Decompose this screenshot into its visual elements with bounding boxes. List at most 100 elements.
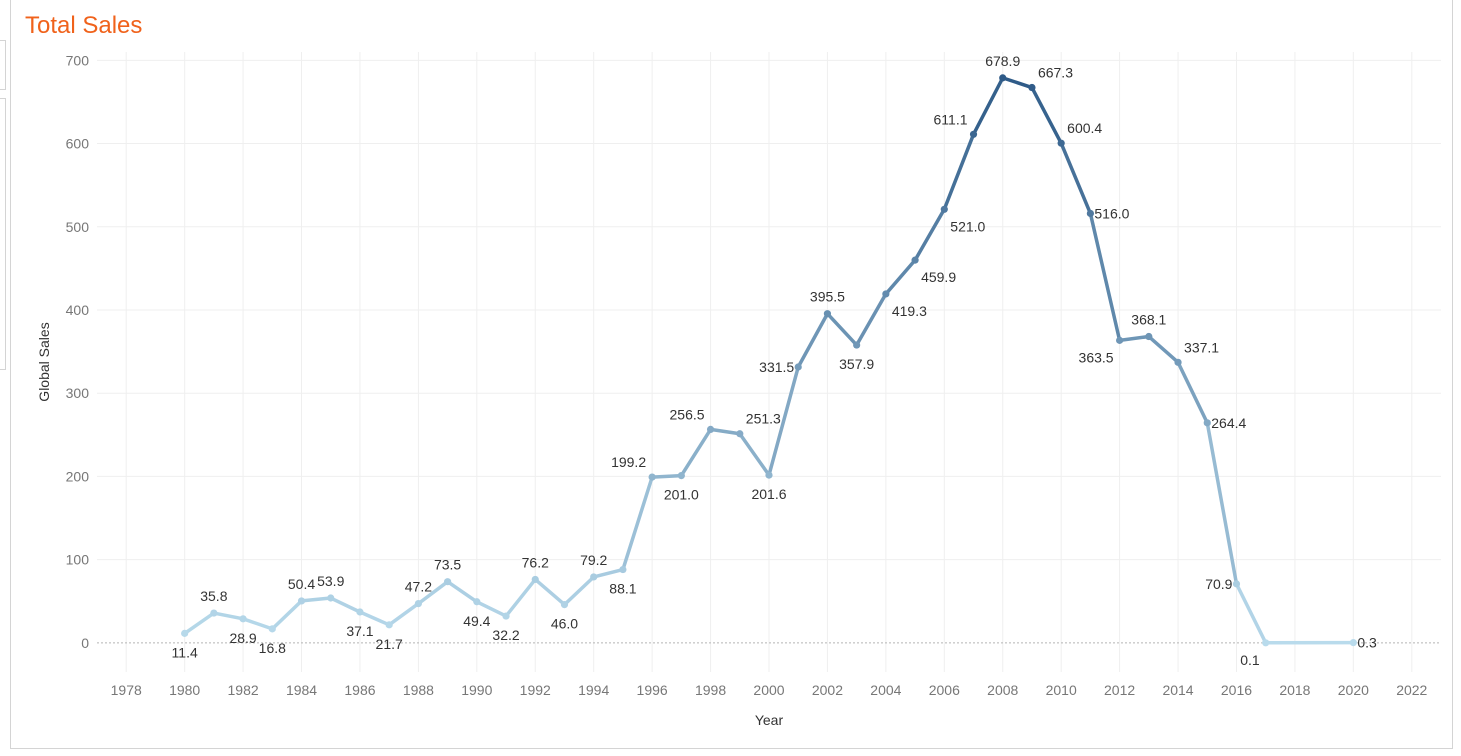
- x-axis-title: Year: [755, 712, 784, 728]
- line-segment: [1030, 85, 1063, 145]
- data-point: [1057, 139, 1065, 147]
- line-segment: [767, 365, 800, 477]
- y-tick-label: 500: [66, 219, 90, 235]
- series-points: [181, 74, 1357, 647]
- data-point: [1174, 358, 1182, 366]
- data-label: 76.2: [522, 554, 549, 570]
- data-point: [1349, 639, 1357, 647]
- data-point: [1262, 639, 1270, 647]
- data-label: 357.9: [839, 356, 874, 372]
- data-label: 50.4: [288, 576, 315, 592]
- data-label: 16.8: [259, 640, 286, 656]
- line-segment: [445, 579, 479, 604]
- x-tick-label: 2012: [1104, 682, 1135, 698]
- data-point: [853, 341, 861, 349]
- x-tick-label: 2018: [1279, 682, 1310, 698]
- y-tick-label: 100: [66, 552, 90, 568]
- data-labels: 11.4 35.8 28.916.8 50.4 53.9 37.121.7 47.273.5…: [172, 53, 1377, 668]
- x-tick-label: 1988: [403, 682, 434, 698]
- line-segment: [1088, 211, 1122, 343]
- y-tick-label: 600: [66, 136, 90, 152]
- y-tick-label: 300: [66, 385, 90, 401]
- data-label: 516.0: [1094, 205, 1129, 221]
- x-tick-label: 1990: [461, 682, 492, 698]
- data-label: 11.4: [172, 644, 198, 660]
- grid-lines: [97, 52, 1441, 672]
- data-point: [1116, 336, 1124, 344]
- line-segment: [416, 579, 450, 606]
- line-segment: [854, 292, 888, 347]
- data-label: 70.9: [1205, 576, 1232, 592]
- line-segment: [212, 611, 245, 621]
- line-segment: [475, 600, 508, 618]
- data-label: 35.8: [200, 588, 227, 604]
- data-point: [911, 256, 919, 264]
- data-label: 0.1: [1240, 652, 1260, 668]
- data-label: 331.5: [759, 359, 794, 375]
- data-point: [531, 575, 539, 584]
- line-segment: [562, 575, 596, 607]
- line-segment: [328, 596, 362, 614]
- data-point: [210, 609, 218, 617]
- x-tick-label: 1998: [695, 682, 726, 698]
- data-label: 419.3: [892, 303, 927, 319]
- data-point: [677, 471, 685, 480]
- data-point: [765, 471, 773, 479]
- x-tick-label: 2022: [1396, 682, 1427, 698]
- data-label: 28.9: [229, 630, 256, 646]
- x-tick-label: 2002: [812, 682, 843, 698]
- data-point: [619, 565, 627, 574]
- data-label: 678.9: [985, 53, 1020, 69]
- y-axis-title: Global Sales: [36, 322, 52, 401]
- data-point: [473, 598, 481, 606]
- data-point: [940, 205, 948, 213]
- data-point: [1086, 209, 1094, 218]
- x-tick-label: 1982: [228, 682, 259, 698]
- data-point: [297, 597, 306, 605]
- data-point: [823, 310, 832, 318]
- x-tick-label: 2016: [1221, 682, 1252, 698]
- x-tick-label: 1980: [169, 682, 200, 698]
- data-label: 0.3: [1357, 635, 1377, 651]
- x-tick-label: 1992: [520, 682, 551, 698]
- data-label: 521.0: [950, 218, 985, 234]
- line-segment: [299, 596, 333, 603]
- x-tick-label: 1994: [578, 682, 609, 698]
- data-point: [327, 594, 335, 602]
- data-label: 37.1: [346, 623, 373, 639]
- data-label: 49.4: [463, 613, 490, 629]
- data-point: [1028, 83, 1036, 92]
- line-segment: [825, 311, 859, 347]
- data-label: 79.2: [580, 552, 607, 568]
- x-tick-label: 1996: [637, 682, 668, 698]
- data-label: 47.2: [405, 579, 432, 595]
- data-point: [882, 290, 890, 298]
- x-tick-label: 1986: [344, 682, 375, 698]
- data-label: 73.5: [434, 557, 461, 573]
- data-label: 256.5: [670, 406, 705, 422]
- y-tick-label: 0: [81, 635, 89, 651]
- data-label: 201.0: [664, 487, 699, 503]
- x-tick-label: 1978: [111, 682, 142, 698]
- data-point: [648, 473, 656, 481]
- line-segment: [679, 427, 713, 478]
- data-point: [794, 363, 802, 371]
- line-segment: [1059, 141, 1093, 216]
- line-segment: [796, 311, 830, 369]
- data-point: [356, 608, 364, 616]
- line-segment: [504, 577, 538, 618]
- line-segment: [621, 475, 654, 572]
- data-label: 251.3: [746, 411, 781, 427]
- data-label: 199.2: [611, 454, 646, 470]
- data-label: 459.9: [921, 269, 956, 285]
- line-segment: [1176, 360, 1210, 425]
- line-segment: [1000, 76, 1034, 90]
- x-tick-label: 2010: [1046, 682, 1077, 698]
- x-tick-label: 2000: [753, 682, 784, 698]
- data-point: [268, 625, 276, 633]
- line-segment: [358, 610, 391, 627]
- data-point: [1145, 332, 1153, 341]
- data-label: 88.1: [609, 581, 636, 597]
- data-label: 395.5: [810, 289, 845, 305]
